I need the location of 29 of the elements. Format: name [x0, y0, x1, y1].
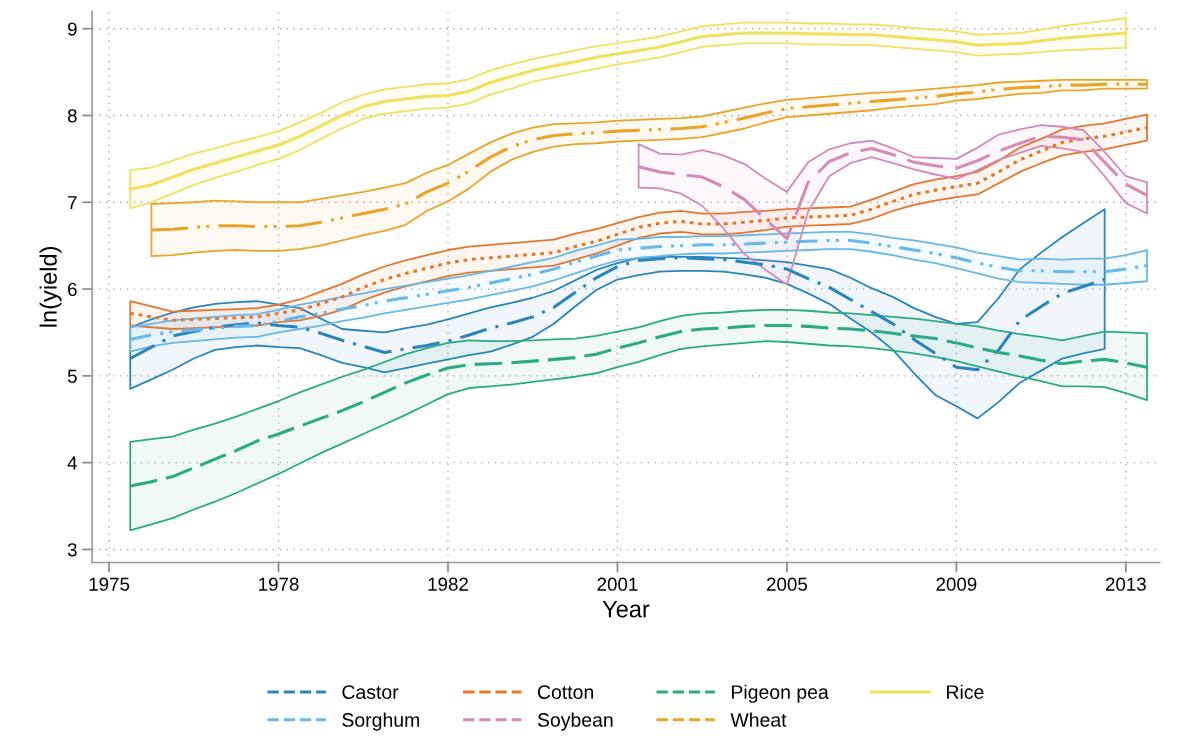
line-series — [128, 31, 1128, 191]
y-tick-label: 8 — [67, 109, 77, 123]
legend-label: Pigeon pea — [731, 684, 829, 703]
y-tick-label: 7 — [68, 196, 77, 210]
x-tick-label: 1978 — [259, 577, 299, 591]
line-series — [637, 134, 1149, 241]
legend-label: Cotton — [537, 685, 593, 699]
y-tick-label: 6 — [68, 282, 77, 297]
y-axis-title: ln(yield) — [39, 247, 62, 327]
x-tick-label: 1975 — [89, 577, 130, 591]
line-series — [128, 238, 1149, 341]
y-tick-label: 9 — [67, 22, 77, 36]
legend-label: Soybean — [537, 712, 613, 731]
legend-label: Castor — [342, 685, 399, 699]
line-series — [128, 323, 1149, 488]
legend-label: Sorghum — [342, 712, 420, 731]
x-tick-label: 2005 — [767, 577, 807, 591]
y-tick-label: 4 — [67, 456, 77, 470]
line-series — [149, 82, 1149, 232]
x-tick-label: 1982 — [428, 577, 468, 591]
y-tick-label: 5 — [67, 369, 77, 383]
x-tick-label: 2009 — [936, 577, 977, 591]
legend-label: Rice — [947, 684, 984, 699]
legend-label: Wheat — [730, 712, 787, 727]
line-series — [128, 256, 1107, 372]
x-tick-label: 2001 — [597, 577, 638, 591]
y-tick-label: 3 — [67, 543, 77, 557]
x-tick-label: 2013 — [1105, 577, 1146, 591]
x-axis-title: Year — [602, 600, 650, 618]
